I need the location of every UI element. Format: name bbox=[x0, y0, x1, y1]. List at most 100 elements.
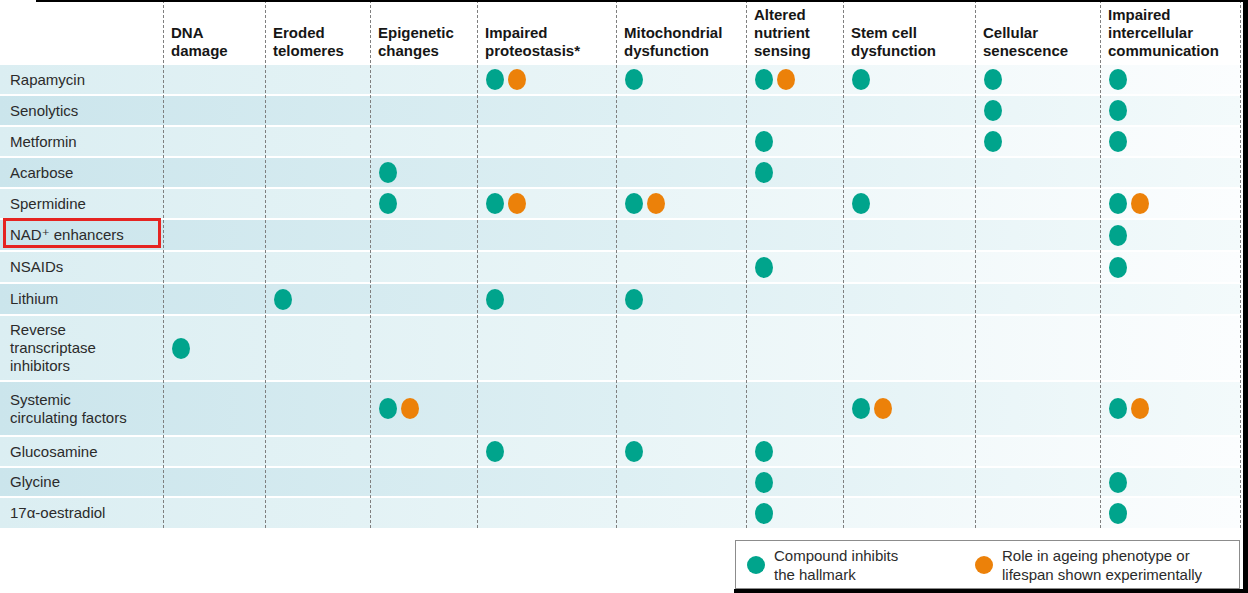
matrix-cell bbox=[265, 65, 370, 94]
experimental-dot-icon bbox=[401, 398, 419, 419]
matrix-cell bbox=[265, 437, 370, 466]
matrix-cell bbox=[746, 284, 843, 314]
experimental-dot-icon bbox=[508, 69, 526, 90]
screenshot-edge-right bbox=[1243, 0, 1248, 593]
screenshot-edge-bottom bbox=[734, 589, 1248, 593]
inhibits-dot-icon bbox=[625, 69, 643, 90]
matrix-cell bbox=[843, 96, 975, 125]
matrix-cell bbox=[975, 220, 1100, 250]
inhibits-dot-icon bbox=[625, 193, 643, 214]
row-label-rapamycin: Rapamycin bbox=[0, 65, 163, 94]
matrix-cell bbox=[163, 468, 265, 496]
matrix-cell bbox=[843, 468, 975, 496]
matrix-cell bbox=[1100, 189, 1240, 218]
inhibits-dot-icon bbox=[1109, 100, 1127, 121]
inhibits-dot-icon bbox=[852, 69, 870, 90]
inhibits-dot-icon bbox=[379, 162, 397, 183]
matrix-cell bbox=[163, 65, 265, 94]
legend: Compound inhibits the hallmark Role in a… bbox=[735, 540, 1240, 589]
matrix-cell bbox=[1100, 65, 1240, 94]
matrix-cell bbox=[477, 382, 616, 435]
dashed-divider bbox=[616, 0, 617, 528]
matrix-cell bbox=[746, 127, 843, 156]
row-label-spermidine: Spermidine bbox=[0, 189, 163, 218]
experimental-dot-icon bbox=[508, 193, 526, 214]
matrix-cell bbox=[370, 498, 477, 528]
matrix-cell bbox=[163, 284, 265, 314]
column-header-dna_damage: DNA damage bbox=[163, 24, 265, 63]
column-header-impaired_intercellular_communication: Impaired intercellular communication bbox=[1100, 6, 1240, 63]
row-label-acarbose: Acarbose bbox=[0, 158, 163, 187]
matrix-cell bbox=[163, 498, 265, 528]
matrix-cell bbox=[265, 284, 370, 314]
matrix-cell bbox=[975, 252, 1100, 282]
column-header-epigenetic_changes: Epigenetic changes bbox=[370, 24, 477, 63]
matrix-cell bbox=[265, 498, 370, 528]
matrix-cell bbox=[477, 127, 616, 156]
matrix-cell bbox=[975, 316, 1100, 380]
inhibits-dot-icon bbox=[486, 289, 504, 310]
matrix-cell bbox=[616, 96, 746, 125]
matrix-cell bbox=[843, 498, 975, 528]
matrix-cell bbox=[746, 316, 843, 380]
inhibits-dot-icon bbox=[172, 338, 190, 359]
nad-enhancers-highlight-box[interactable] bbox=[3, 218, 161, 248]
matrix-cell bbox=[843, 252, 975, 282]
inhibits-dot-icon bbox=[379, 398, 397, 419]
matrix-cell bbox=[163, 96, 265, 125]
matrix-cell bbox=[265, 220, 370, 250]
row-systemic-circulating-factors: Systemic circulating factors bbox=[0, 382, 1240, 435]
matrix-cell bbox=[746, 158, 843, 187]
inhibits-dot-icon bbox=[852, 398, 870, 419]
matrix-cell bbox=[616, 498, 746, 528]
row-label-lithium: Lithium bbox=[0, 284, 163, 314]
inhibits-dot-icon bbox=[755, 69, 773, 90]
matrix-cell bbox=[370, 284, 477, 314]
matrix-cell bbox=[265, 96, 370, 125]
legend-label-inhibits: Compound inhibits the hallmark bbox=[774, 546, 898, 584]
row-rapamycin: Rapamycin bbox=[0, 65, 1240, 94]
dashed-divider bbox=[1100, 0, 1101, 528]
matrix-cell bbox=[843, 220, 975, 250]
experimental-dot-icon bbox=[777, 69, 795, 90]
matrix-cell bbox=[163, 189, 265, 218]
matrix-cell bbox=[1100, 468, 1240, 496]
matrix-cell bbox=[370, 382, 477, 435]
inhibits-dot-icon bbox=[1109, 472, 1127, 493]
matrix-cell bbox=[477, 284, 616, 314]
inhibits-dot-icon bbox=[984, 100, 1002, 121]
matrix-cell bbox=[746, 437, 843, 466]
column-header-cellular_senescence: Cellular senescence bbox=[975, 24, 1100, 63]
inhibits-dot-icon bbox=[755, 472, 773, 493]
matrix-cell bbox=[370, 189, 477, 218]
hallmark-matrix: DNA damageEroded telomeresEpigenetic cha… bbox=[0, 0, 1240, 530]
matrix-cell bbox=[1100, 252, 1240, 282]
inhibits-dot-icon bbox=[1109, 193, 1127, 214]
matrix-cell bbox=[1100, 96, 1240, 125]
inhibits-dot-icon bbox=[274, 289, 292, 310]
matrix-cell bbox=[746, 189, 843, 218]
dashed-divider bbox=[746, 0, 747, 528]
row-label-reverse-transcriptase-inhibitors: Reverse transcriptase inhibitors bbox=[0, 316, 163, 380]
row-reverse-transcriptase-inhibitors: Reverse transcriptase inhibitors bbox=[0, 316, 1240, 380]
row-label-nsaids: NSAIDs bbox=[0, 252, 163, 282]
column-header-impaired_proteostasis: Impaired proteostasis* bbox=[477, 24, 616, 63]
figure-root: DNA damageEroded telomeresEpigenetic cha… bbox=[0, 0, 1248, 593]
inhibits-dot-icon bbox=[486, 69, 504, 90]
inhibits-dot-icon bbox=[984, 131, 1002, 152]
matrix-cell bbox=[265, 158, 370, 187]
matrix-cell bbox=[163, 158, 265, 187]
matrix-cell bbox=[746, 65, 843, 94]
row-label-senolytics: Senolytics bbox=[0, 96, 163, 125]
matrix-cell bbox=[163, 127, 265, 156]
dashed-divider bbox=[370, 0, 371, 528]
column-header-altered_nutrient_sensing: Altered nutrient sensing bbox=[746, 6, 843, 63]
row-17-oestradiol: 17α-oestradiol bbox=[0, 498, 1240, 528]
inhibits-dot-icon bbox=[755, 131, 773, 152]
matrix-cell bbox=[477, 437, 616, 466]
row-label-17-oestradiol: 17α-oestradiol bbox=[0, 498, 163, 528]
matrix-cell bbox=[1100, 498, 1240, 528]
inhibits-dot-icon bbox=[755, 503, 773, 524]
row-lithium: Lithium bbox=[0, 284, 1240, 314]
matrix-cell bbox=[843, 316, 975, 380]
